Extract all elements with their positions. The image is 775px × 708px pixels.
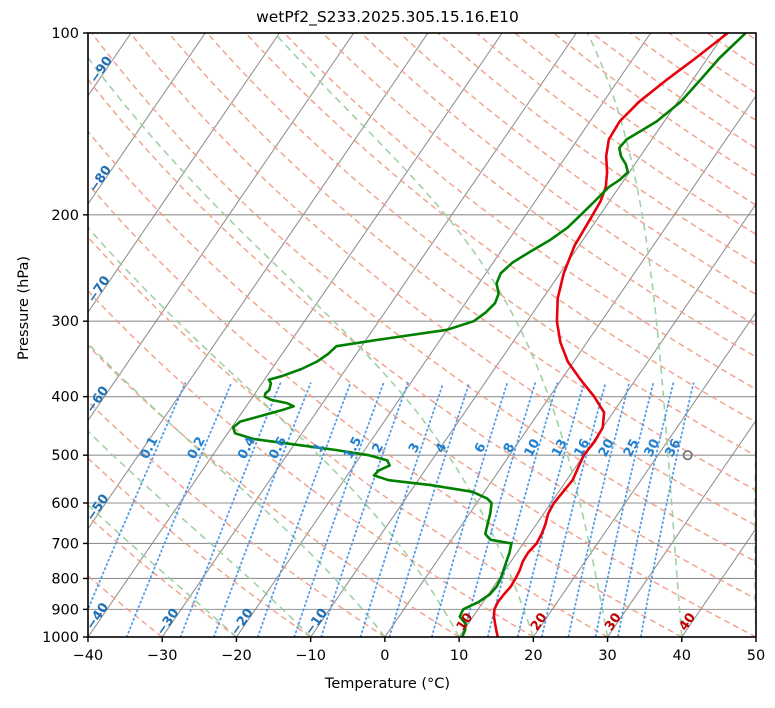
y-tick-label: 300 [51, 314, 79, 330]
background-gridlines [88, 33, 756, 637]
y-tick-label: 100 [51, 26, 79, 42]
y-tick-label: 900 [51, 602, 79, 618]
x-tick-label: 50 [747, 648, 765, 664]
profile-lines [231, 33, 747, 637]
x-axis-label: Temperature (°C) [324, 676, 451, 692]
mixing-ratio-label: 20 [596, 437, 618, 460]
mixing-ratio-label: 10 [522, 437, 544, 460]
y-tick-label: 400 [51, 390, 79, 406]
page-title: wetPf2_S233.2025.305.15.16.E10 [256, 8, 519, 26]
x-tick-label: −10 [295, 648, 326, 664]
mixing-ratio-label: 30 [642, 437, 664, 460]
x-tick-label: −40 [73, 648, 104, 664]
x-tick-label: 40 [673, 648, 691, 664]
x-tick-label: −30 [147, 648, 178, 664]
x-tick-label: 0 [380, 648, 389, 664]
y-axis-label: Pressure (hPa) [16, 256, 32, 361]
mixing-ratio-label: 25 [621, 437, 643, 460]
y-tick-label: 1000 [42, 630, 79, 646]
y-tick-label: 500 [51, 448, 79, 464]
y-tick-label: 200 [51, 208, 79, 224]
x-tick-label: 10 [450, 648, 468, 664]
y-tick-label: 600 [51, 496, 79, 512]
plot-background [88, 33, 756, 637]
mixing-ratio-label: 16 [572, 437, 594, 460]
x-tick-label: −20 [221, 648, 252, 664]
y-tick-label: 800 [51, 571, 79, 587]
x-tick-label: 30 [598, 648, 616, 664]
x-tick-label: 20 [524, 648, 542, 664]
mixing-ratio-label: 13 [549, 437, 571, 460]
plot-frame [87, 32, 757, 638]
y-tick-label: 700 [51, 536, 79, 552]
mixing-ratio-label: 36 [663, 437, 685, 460]
